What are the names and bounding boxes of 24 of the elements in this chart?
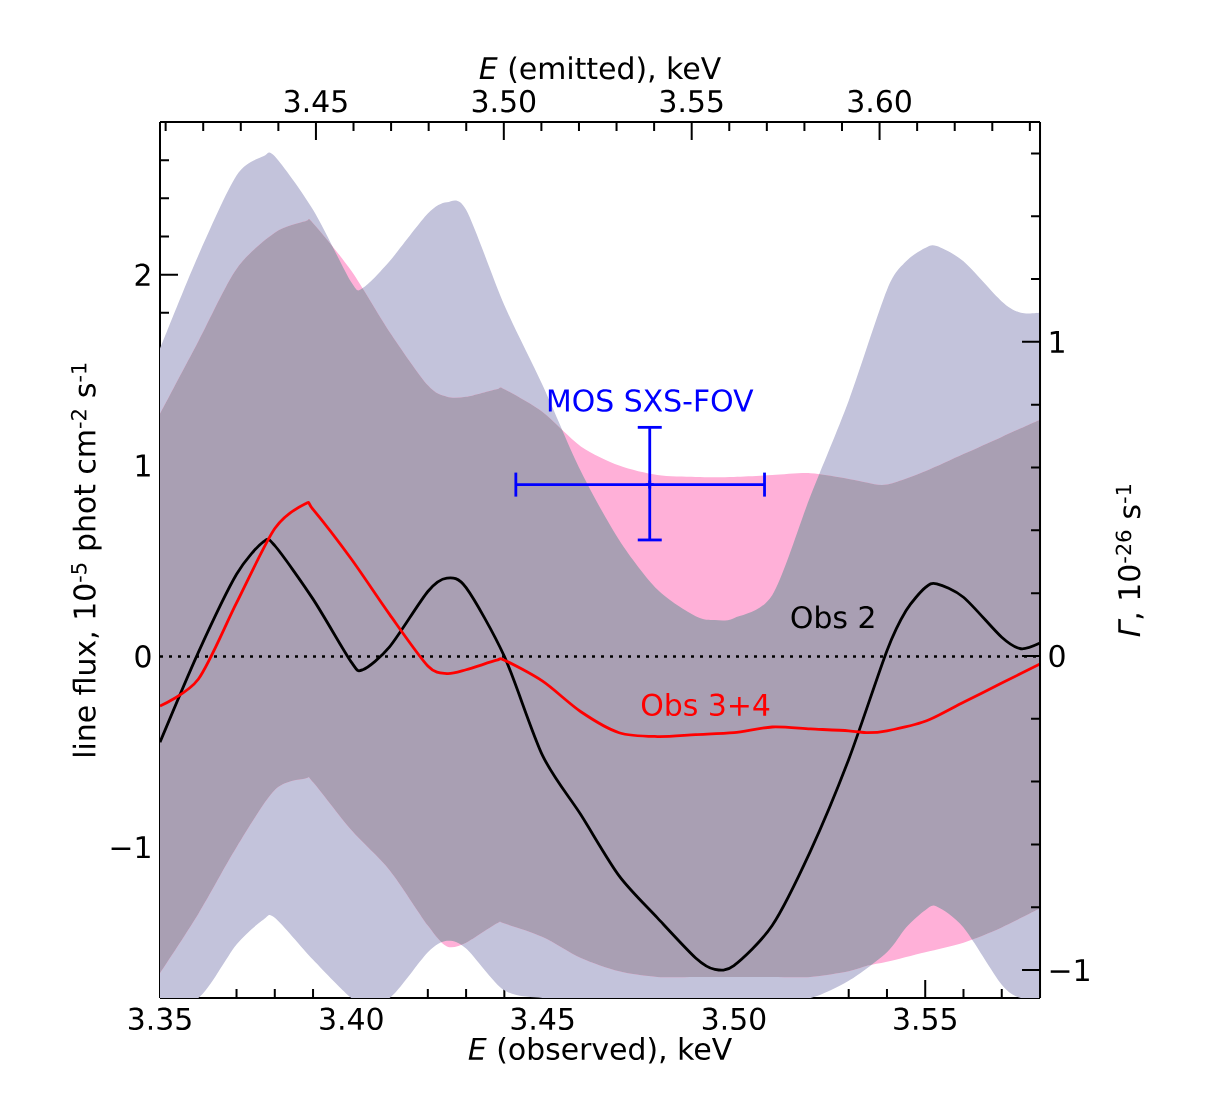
x-axis-title: E (observed), keV [468, 1036, 732, 1064]
line-series [160, 501, 1041, 738]
x2-tick-label: 3.55 [660, 89, 723, 113]
series-label: Obs 3+4 [641, 692, 770, 717]
x-tick-label: 3.50 [702, 1007, 766, 1031]
y2-tick-label: −1 [1050, 959, 1089, 981]
x-tick-label: 3.45 [511, 1007, 574, 1031]
series-label: Obs 2 [791, 605, 874, 629]
x2-tick-label: 3.60 [848, 89, 911, 113]
x-tick-label: 3.55 [894, 1007, 956, 1031]
x2-tick-label: 3.50 [472, 89, 536, 113]
text: MOS SXS-FOV [548, 389, 754, 412]
y2-axis-title: Γ, 10$^{-26}$ s$^{-1}$ [1115, 485, 1144, 637]
x2-axis-title: E (emitted), keV [479, 56, 721, 84]
y-tick-label: 2 [135, 263, 150, 286]
y-axis-title: line flux, 10$^{-5}$ phot cm$^{-2}$ s$^{-1}$ [70, 363, 102, 756]
y-tick-label: 0 [135, 645, 151, 668]
y2-tick-label: 0 [1049, 644, 1065, 668]
y-tick-label: 1 [136, 454, 150, 477]
y2-tick-label: 1 [1050, 330, 1064, 353]
x2-tick-label: 3.45 [284, 89, 347, 113]
y-tick-label: −1 [111, 836, 150, 859]
x-tick-label: 3.35 [129, 1007, 191, 1031]
x-tick-label: 3.40 [320, 1007, 383, 1031]
